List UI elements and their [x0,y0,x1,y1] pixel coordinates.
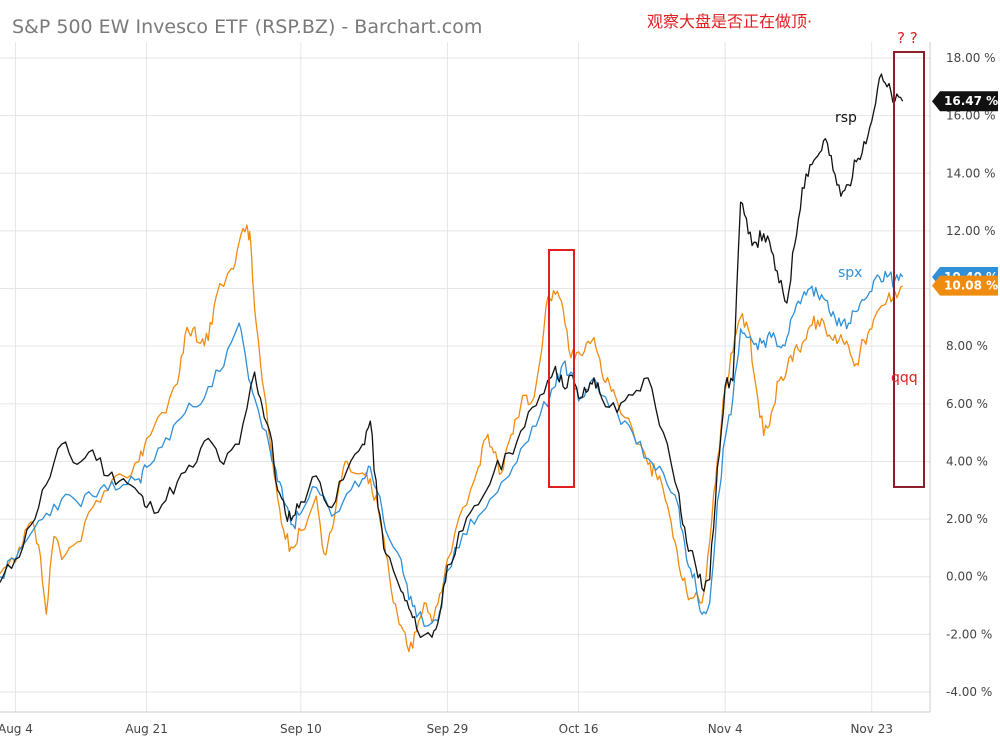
y-tick-label: 18.00 % [946,51,996,65]
x-tick-label: Sep 29 [427,722,469,736]
y-tick-label: 8.00 % [946,339,988,353]
series-line-rsp [0,73,904,639]
series-label-spx: spx [838,265,862,281]
x-tick-label: Nov 4 [708,722,743,736]
series-label-rsp: rsp [835,110,857,126]
x-tick-label: Sep 10 [280,722,322,736]
badge-shape [932,275,998,296]
highlight-box-nov [893,51,925,488]
y-tick-label: 6.00 % [946,397,988,411]
x-tick-label: Aug 21 [125,722,168,736]
series-line-spx [0,270,904,628]
y-axis-labels: 18.00 %16.00 %14.00 %12.00 %10.00 %8.00 … [946,51,996,699]
badge-qqq: 10.08 % [932,275,998,296]
x-tick-label: Aug 4 [0,722,33,736]
y-tick-label: -4.00 % [946,685,992,699]
series-label-qqq: qqq [891,370,918,386]
series-line-qqq [0,224,904,653]
chart-title: S&P 500 EW Invesco ETF (RSP.BZ) - Barcha… [12,16,482,38]
badge-value: 10.08 % [944,279,998,293]
series-lines [0,73,904,653]
y-tick-label: 12.00 % [946,224,996,238]
y-tick-label: 2.00 % [946,512,988,526]
question-marks: ? ? [897,29,918,47]
badge-rsp: 16.47 % [932,91,998,112]
x-tick-label: Nov 23 [850,722,893,736]
highlight-box-oct [548,249,575,488]
badge-value: 16.47 % [944,94,998,108]
y-tick-label: 16.00 % [946,109,996,123]
grid [0,42,931,713]
y-tick-label: 0.00 % [946,570,988,584]
x-axis-labels: Aug 4 Aug 21 Sep 10 Sep 29 Oct 16 Nov 4 Nov 23 [0,722,893,736]
annotation-text: 观察大盘是否正在做顶· [647,12,812,31]
y-tick-label: 4.00 % [946,454,988,468]
x-tick-label: Oct 16 [559,722,599,736]
y-tick-label: -2.00 % [946,627,992,641]
y-tick-label: 14.00 % [946,166,996,180]
last-value-badges: 10.40 %16.47 %10.08 % [932,91,998,296]
badge-shape [932,91,998,112]
